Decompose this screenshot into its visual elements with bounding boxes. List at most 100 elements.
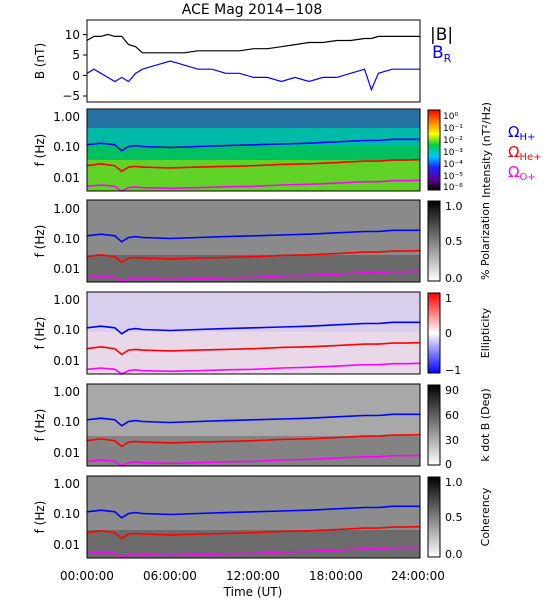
series-line-br <box>86 60 420 92</box>
colorbar-ticks-intensity: 10⁰ 10⁻¹ 10⁻² 10⁻³ 10⁻⁴ 10⁻⁵ 10⁻⁶ <box>443 112 463 193</box>
colorbar-tick: 10⁰ <box>443 112 458 122</box>
panel-polarization: 1.00 0.10 0.01 f (Hz) 1.0 0.5 0.0 % Pola… <box>33 199 492 285</box>
colorbar-tick: 0 <box>445 327 452 340</box>
colorbar-label-kdotb: k dot B (Deg) <box>479 388 492 461</box>
legend-entry-o-plus: ΩO+ <box>508 163 536 183</box>
legend-entry-he-plus: ΩHe+ <box>508 143 542 163</box>
y-tick-label: 0.01 <box>53 262 80 276</box>
x-tick-label: 12:00:00 <box>226 569 280 583</box>
colorbar-tick: 10⁻¹ <box>443 124 463 134</box>
y-tick-label: 1.00 <box>53 477 80 491</box>
legend-omega: Ω <box>508 143 519 161</box>
y-tick-label: 1.00 <box>53 293 80 307</box>
colorbar-tick: 10⁻⁶ <box>443 183 463 193</box>
series-line-b-magnitude <box>86 33 420 54</box>
plot-frame <box>86 475 421 559</box>
gyrofrequency-line-h-plus <box>86 138 420 152</box>
y-tick-label: 0.10 <box>53 507 80 521</box>
y-tick-label: 1.00 <box>53 202 80 216</box>
plot-frame <box>86 291 421 375</box>
x-tick-label: 18:00:00 <box>309 569 363 583</box>
panel-bfield: 10 5 0 −5 B (nT) |B| BR <box>33 19 453 103</box>
y-tick-label: 0.10 <box>53 140 80 154</box>
y-axis-coherency: 1.00 0.10 0.01 <box>53 477 80 552</box>
y-tick-label: 5 <box>72 48 80 62</box>
colorbar-polarization <box>427 200 441 282</box>
colorbar-tick: 30 <box>445 434 459 447</box>
y-axis-label-polarization: f (Hz) <box>33 225 47 258</box>
gyrofrequency-line-h-plus <box>86 229 420 243</box>
colorbar-tick: 10⁻³ <box>443 148 463 158</box>
colorbar-ellipticity <box>427 292 441 374</box>
gyrofrequency-line-he-plus <box>86 433 421 448</box>
colorbar-coherency <box>427 476 441 558</box>
legend-br-main: B <box>432 43 444 63</box>
plot-area-bfield <box>86 19 421 103</box>
y-axis-intensity: 1.00 0.10 0.01 <box>53 110 80 185</box>
panel-kdotb: 1.00 0.10 0.01 f (Hz) 90 60 30 0 k dot B… <box>33 383 492 471</box>
colorbar-tick: 0.0 <box>445 272 463 285</box>
x-tick-label: 24:00:00 <box>391 569 445 583</box>
colorbar-tick: 10⁻⁴ <box>443 160 463 170</box>
legend-sub-he-plus: He+ <box>519 152 541 163</box>
y-axis-label-intensity: f (Hz) <box>33 134 47 167</box>
spectrogram-intensity-band-high <box>87 110 420 128</box>
colorbar-label-coherency: Coherency <box>479 487 492 546</box>
y-tick-label: 0.01 <box>53 538 80 552</box>
y-axis-bfield: 10 5 0 −5 <box>62 28 87 103</box>
y-tick-label: 0.10 <box>53 323 80 337</box>
y-axis-ellipticity: 1.00 0.10 0.01 <box>53 293 80 368</box>
colorbar-tick: 1.0 <box>445 476 463 489</box>
y-tick-label: 0.01 <box>53 354 80 368</box>
colorbar-tick: 1 <box>445 292 452 305</box>
gyrofrequency-line-he-plus <box>86 249 421 264</box>
y-tick-label: 0.10 <box>53 232 80 246</box>
panel-ellipticity: 1.00 0.10 0.01 f (Hz) 1 0 −1 Ellipticity <box>33 291 492 377</box>
colorbar-tick: 10⁻² <box>443 136 463 146</box>
colorbar-tick: 1.0 <box>445 200 463 213</box>
x-axis-label: Time (UT) <box>223 585 283 599</box>
legend-sub-o-plus: O+ <box>519 172 535 183</box>
colorbar-label-ellipticity: Ellipticity <box>479 307 492 358</box>
colorbar-label-polarization: % Polarization <box>479 202 492 280</box>
y-axis-label-coherency: f (Hz) <box>33 501 47 534</box>
x-axis: 00:00:00 06:00:00 12:00:00 18:00:00 24:0… <box>60 569 445 599</box>
plot-frame <box>86 383 421 467</box>
colorbar-tick: 90 <box>445 384 459 397</box>
colorbar-label-intensity: Intensity (nT²/Hz) <box>480 102 493 198</box>
legend-entry-br: BR <box>432 43 452 65</box>
colorbar-tick: 0.5 <box>445 511 463 524</box>
y-axis-label-bfield: B (nT) <box>33 43 47 79</box>
colorbar-tick: −1 <box>445 364 461 377</box>
colorbar-tick: 60 <box>445 409 459 422</box>
spectrogram-ellipticity-shade <box>87 292 420 332</box>
panel-coherency: 1.00 0.10 0.01 f (Hz) 1.0 0.5 0.0 Cohere… <box>33 475 492 561</box>
gyrofrequency-line-h-plus <box>86 413 420 427</box>
y-tick-label: 1.00 <box>53 385 80 399</box>
colorbar-tick: 0 <box>445 458 452 471</box>
spectrogram-intensity-band-mid <box>87 128 420 146</box>
gyrofrequency-line-he-plus <box>86 525 421 540</box>
x-tick-label: 00:00:00 <box>60 569 114 583</box>
chart-title: ACE Mag 2014−108 <box>182 2 322 18</box>
y-axis-kdotb: 1.00 0.10 0.01 <box>53 385 80 460</box>
plot-frame <box>86 199 421 283</box>
bfield-series <box>86 33 420 92</box>
x-tick-label: 06:00:00 <box>143 569 197 583</box>
colorbar-intensity <box>427 109 441 191</box>
gyrofrequency-line-he-plus <box>86 158 421 173</box>
gyrofrequency-line-he-plus <box>86 341 421 356</box>
gyrofrequency-line-h-plus <box>86 321 420 335</box>
y-axis-polarization: 1.00 0.10 0.01 <box>53 202 80 276</box>
legend-ion-gyrofrequencies: ΩH+ ΩHe+ ΩO+ <box>508 123 542 183</box>
panel-intensity: 1.00 0.10 0.01 f (Hz) 10⁰ 10⁻¹ 10⁻² 10⁻³… <box>33 102 542 198</box>
y-tick-label: 0.01 <box>53 446 80 460</box>
y-tick-label: 0 <box>72 69 80 83</box>
legend-bfield: |B| BR <box>430 25 453 65</box>
colorbar-tick: 0.5 <box>445 235 463 248</box>
legend-sub-h-plus: H+ <box>519 132 535 143</box>
legend-omega: Ω <box>508 163 519 181</box>
y-tick-label: 1.00 <box>53 110 80 124</box>
plot-frame <box>86 108 421 192</box>
